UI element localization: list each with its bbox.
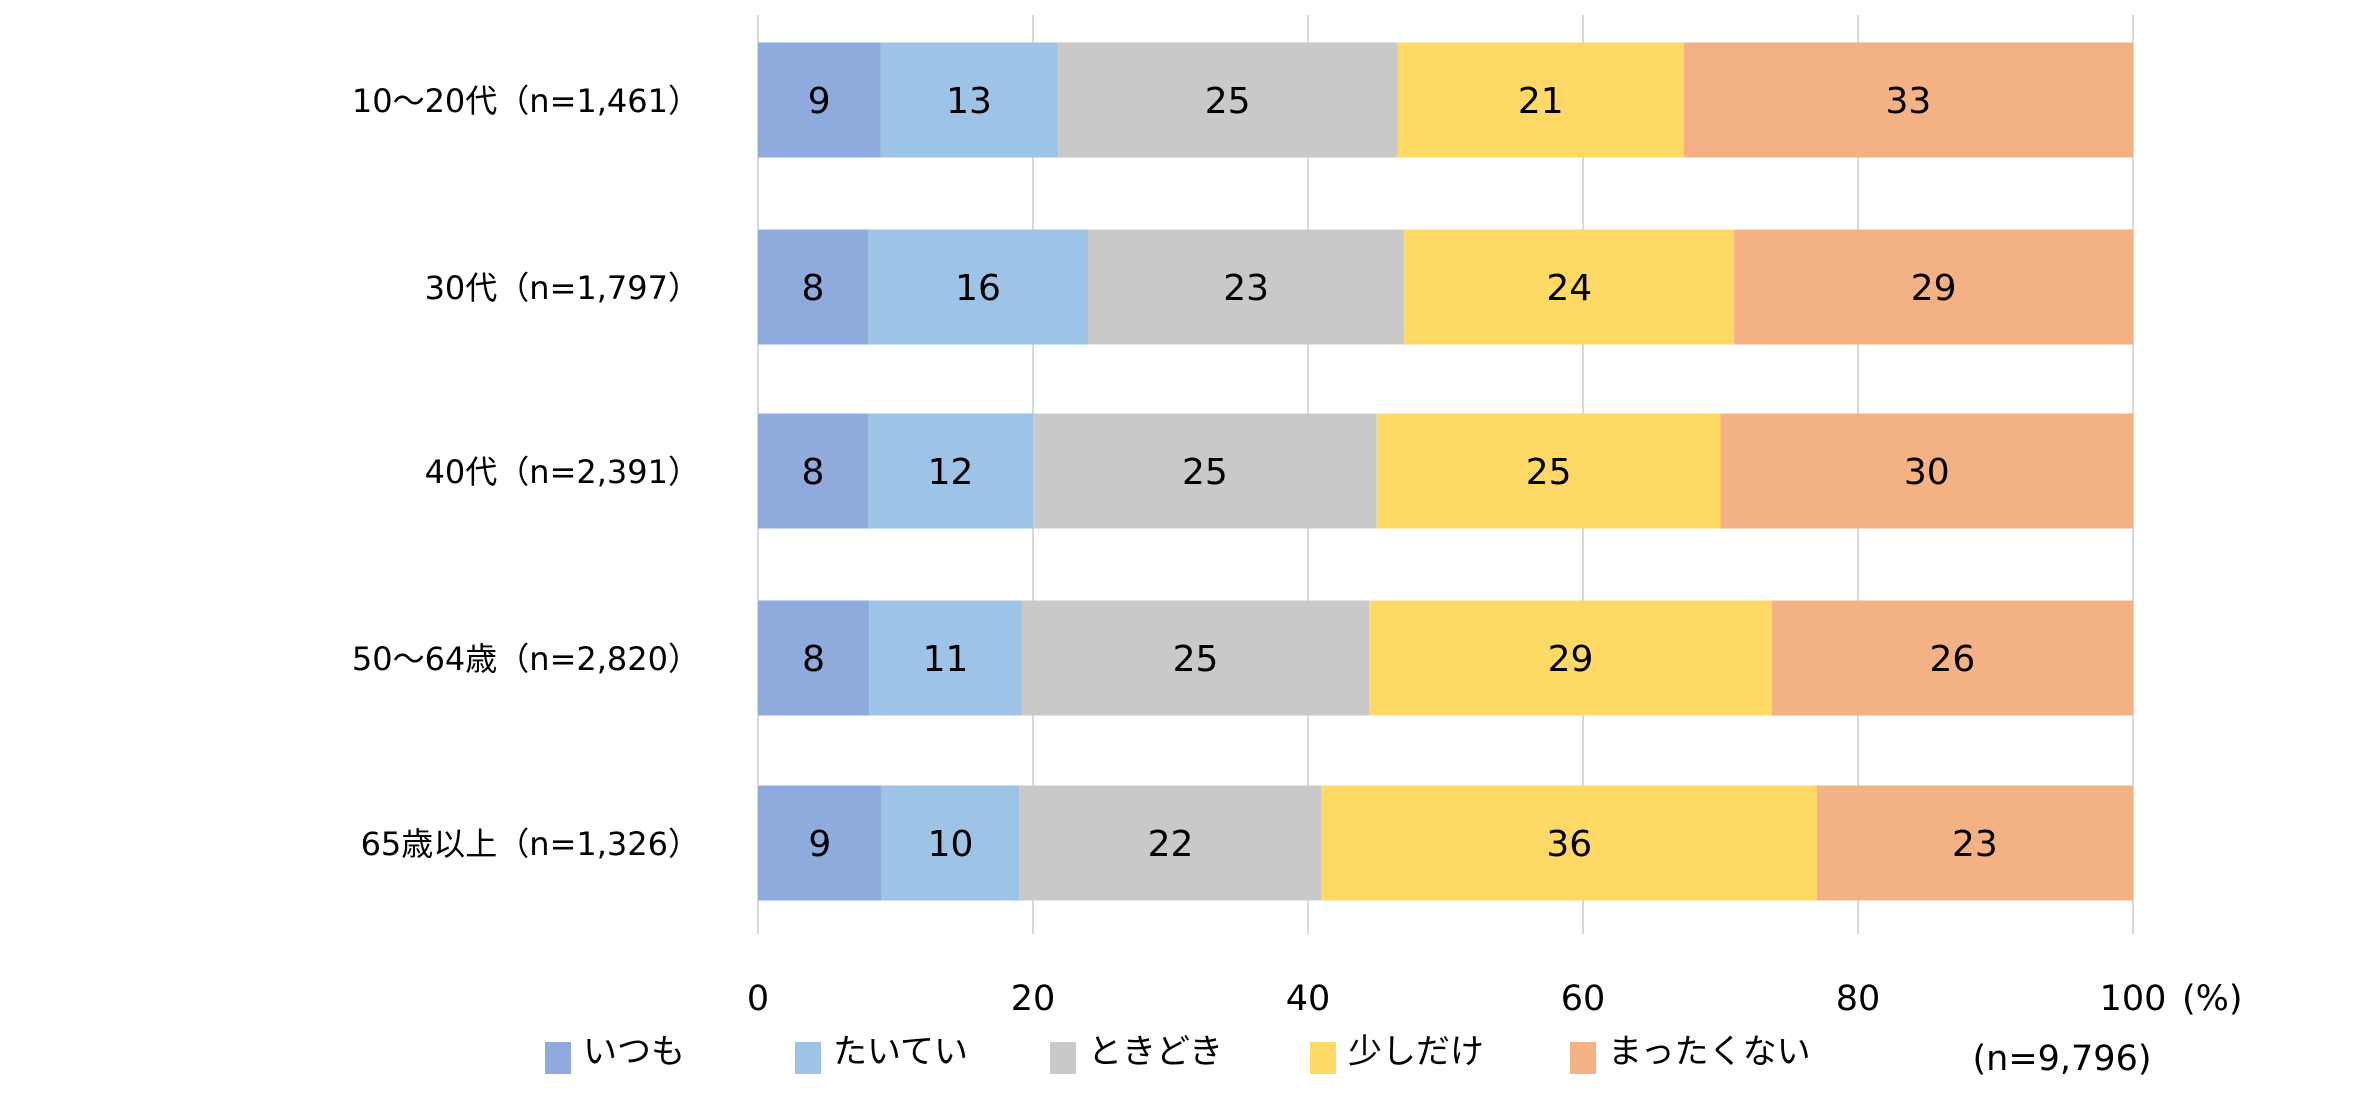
legend-swatch bbox=[1570, 1042, 1596, 1074]
legend-swatch bbox=[1050, 1042, 1076, 1074]
data-label: 8 bbox=[802, 639, 825, 680]
data-label: 8 bbox=[802, 452, 825, 493]
x-tick-label: 80 bbox=[1836, 979, 1881, 1019]
data-label: 23 bbox=[1223, 268, 1269, 309]
bar-segment bbox=[868, 229, 1088, 345]
data-label: 9 bbox=[808, 824, 831, 865]
data-label: 36 bbox=[1546, 824, 1592, 865]
data-label: 13 bbox=[946, 81, 992, 122]
data-label: 10 bbox=[928, 824, 974, 865]
bar-segment bbox=[1404, 229, 1735, 345]
data-label: 26 bbox=[1930, 639, 1976, 680]
data-label: 23 bbox=[1952, 824, 1998, 865]
data-label: 30 bbox=[1904, 452, 1950, 493]
bar-segment bbox=[1683, 42, 2133, 158]
category-label: 30代（n=1,797） bbox=[425, 269, 700, 307]
bar-segment bbox=[868, 413, 1033, 529]
bar-segment bbox=[758, 600, 870, 716]
data-label: 24 bbox=[1546, 268, 1592, 309]
legend-label: たいてい bbox=[833, 1032, 968, 1072]
category-label: 40代（n=2,391） bbox=[425, 453, 700, 491]
bar-segment bbox=[1397, 42, 1684, 158]
data-label: 21 bbox=[1518, 81, 1564, 122]
sample-size-note: (n=9,796) bbox=[1972, 1039, 2151, 1079]
bar-segment bbox=[1321, 785, 1817, 901]
bar-segment bbox=[758, 413, 868, 529]
data-label: 12 bbox=[928, 452, 974, 493]
bar-segment bbox=[758, 229, 868, 345]
data-label: 8 bbox=[802, 268, 825, 309]
data-label: 16 bbox=[955, 268, 1001, 309]
legend-swatch bbox=[795, 1042, 821, 1074]
legend-label: まったくない bbox=[1608, 1032, 1811, 1072]
bar-segment bbox=[1771, 600, 2133, 716]
category-label: 10〜20代（n=1,461） bbox=[352, 82, 700, 120]
legend-label: いつも bbox=[583, 1032, 685, 1072]
data-label: 33 bbox=[1885, 81, 1931, 122]
x-axis-unit: (%) bbox=[2182, 979, 2243, 1019]
legend-swatch bbox=[1310, 1042, 1336, 1074]
data-label: 25 bbox=[1182, 452, 1228, 493]
data-label: 25 bbox=[1526, 452, 1572, 493]
data-label: 22 bbox=[1148, 824, 1194, 865]
bar-segment bbox=[881, 785, 1020, 901]
bar-segment bbox=[1057, 42, 1398, 158]
legend-label: ときどき bbox=[1088, 1032, 1223, 1072]
data-label: 29 bbox=[1548, 639, 1594, 680]
legend-swatch bbox=[545, 1042, 571, 1074]
bar-segment bbox=[1734, 229, 2133, 345]
data-label: 9 bbox=[808, 81, 831, 122]
category-label: 65歳以上（n=1,326） bbox=[361, 825, 700, 863]
bar-segment bbox=[880, 42, 1058, 158]
bar-segment bbox=[1019, 785, 1322, 901]
bar-segment bbox=[758, 785, 882, 901]
x-tick-label: 60 bbox=[1561, 979, 1606, 1019]
bar-segment bbox=[1088, 229, 1405, 345]
data-label: 29 bbox=[1911, 268, 1957, 309]
bar-segment bbox=[758, 42, 881, 158]
x-tick-label: 100 bbox=[2100, 979, 2167, 1019]
data-label: 25 bbox=[1173, 639, 1219, 680]
category-label: 50〜64歳（n=2,820） bbox=[352, 640, 700, 678]
data-label: 11 bbox=[923, 639, 969, 680]
bar-segment bbox=[1720, 413, 2133, 529]
bar-segment bbox=[1816, 785, 2133, 901]
bar-segment bbox=[1021, 600, 1370, 716]
bar-segment bbox=[1369, 600, 1772, 716]
bar-segment bbox=[1033, 413, 1377, 529]
legend-label: 少しだけ bbox=[1348, 1032, 1484, 1072]
bar-segment bbox=[869, 600, 1022, 716]
x-tick-label: 40 bbox=[1286, 979, 1331, 1019]
x-tick-label: 20 bbox=[1011, 979, 1056, 1019]
bar-segment bbox=[1376, 413, 1721, 529]
data-label: 25 bbox=[1205, 81, 1251, 122]
x-tick-label: 0 bbox=[747, 979, 769, 1019]
